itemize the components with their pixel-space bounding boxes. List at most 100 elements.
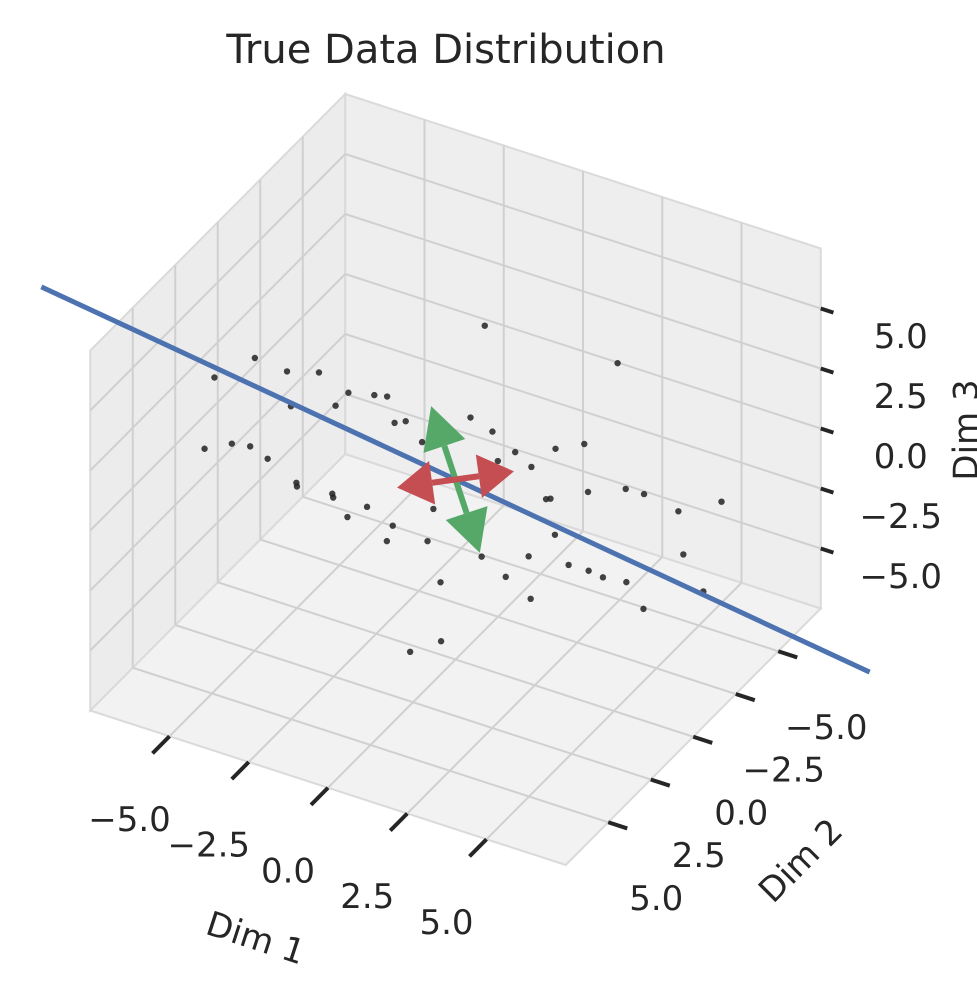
arrow-shaft: [441, 445, 459, 481]
grid-line: [132, 666, 609, 824]
grid-line: [89, 213, 346, 472]
data-point: [494, 457, 502, 465]
data-point: [437, 638, 445, 645]
tick-mark: [650, 777, 671, 788]
data-point: [528, 463, 535, 471]
data-point: [201, 445, 208, 452]
data-point: [332, 402, 339, 409]
data-point: [511, 448, 519, 456]
tick-mark: [820, 366, 835, 375]
data-point: [424, 537, 431, 545]
x-tick-label: −2.5: [167, 826, 250, 866]
data-point: [264, 455, 271, 462]
grid-line: [259, 538, 737, 695]
data-point: [623, 578, 630, 586]
data-point: [344, 513, 351, 521]
data-point: [246, 443, 254, 450]
grid-line: [89, 393, 346, 652]
data-point: [329, 490, 336, 497]
data-point: [640, 490, 648, 498]
x-tick-label: −5.0: [88, 800, 171, 840]
data-point: [467, 414, 474, 421]
data-point: [228, 440, 236, 447]
tick-mark: [820, 306, 835, 315]
z-tick-label: 5.0: [874, 317, 928, 357]
grid-line: [89, 153, 346, 412]
x-tick-label: 0.0: [261, 851, 315, 891]
data-point: [389, 522, 396, 529]
data-point: [315, 369, 323, 376]
z-tick-label: −5.0: [859, 557, 942, 597]
grid-line: [344, 153, 822, 310]
data-point: [552, 445, 559, 452]
arrow-shaft: [455, 473, 480, 483]
arrow-head: [475, 454, 514, 499]
y-tick-label: −5.0: [785, 708, 868, 748]
x-tick-label: 2.5: [340, 877, 394, 917]
data-point: [551, 531, 559, 538]
data-point: [430, 505, 437, 513]
data-point: [502, 573, 509, 581]
x-tick-label: 5.0: [419, 903, 473, 943]
data-point: [527, 595, 534, 603]
grid-line: [344, 213, 822, 370]
tick-mark: [388, 812, 409, 833]
arrow-shaft: [431, 476, 456, 486]
data-point: [718, 498, 725, 505]
data-point: [599, 574, 607, 581]
tick-mark: [692, 734, 713, 745]
data-point: [478, 553, 485, 560]
data-point: [211, 374, 218, 381]
data-point: [391, 419, 398, 427]
data-point: [402, 418, 409, 425]
data-point: [437, 579, 444, 586]
data-point: [489, 428, 496, 435]
z-tick-label: −2.5: [859, 497, 942, 537]
grid-line: [344, 333, 822, 490]
tick-mark: [820, 546, 835, 555]
grid-line: [89, 273, 346, 532]
data-point: [363, 503, 371, 511]
data-point: [406, 648, 414, 656]
tick-mark: [777, 649, 798, 660]
z-tick-label: 0.0: [874, 437, 928, 477]
data-point: [383, 537, 391, 545]
data-point: [675, 508, 682, 515]
data-point: [371, 391, 378, 399]
chart-title: True Data Distribution: [225, 27, 665, 73]
arrow-shaft: [452, 478, 470, 514]
y-tick-label: −2.5: [742, 751, 825, 791]
tick-mark: [151, 734, 171, 755]
tick-mark: [735, 692, 756, 703]
data-point: [481, 322, 488, 329]
data-point: [525, 553, 532, 560]
tick-mark: [309, 786, 330, 807]
grid-line: [217, 581, 694, 738]
data-point: [383, 393, 391, 400]
data-point: [418, 438, 426, 446]
grid-line: [344, 273, 822, 430]
arrow-head: [397, 460, 436, 505]
data-point: [640, 605, 647, 613]
arrow-head: [423, 406, 466, 453]
tick-mark: [468, 837, 488, 858]
tick-mark: [820, 486, 835, 495]
y-tick-label: 2.5: [672, 836, 726, 876]
arrow-head: [445, 506, 488, 553]
grid-line: [344, 393, 822, 550]
data-point: [581, 440, 588, 448]
data-point: [293, 483, 301, 490]
data-point: [585, 567, 592, 574]
data-point: [614, 359, 621, 367]
y-tick-label: 5.0: [629, 879, 683, 919]
z-axis-label: Dim 3: [947, 379, 977, 480]
x-axis-label: Dim 1: [201, 904, 310, 973]
data-point: [251, 354, 259, 362]
tick-mark: [820, 426, 835, 435]
grid-line: [174, 624, 652, 781]
data-point: [565, 561, 572, 569]
data-point: [680, 551, 687, 558]
grid-line: [302, 495, 779, 653]
data-point: [547, 495, 554, 502]
